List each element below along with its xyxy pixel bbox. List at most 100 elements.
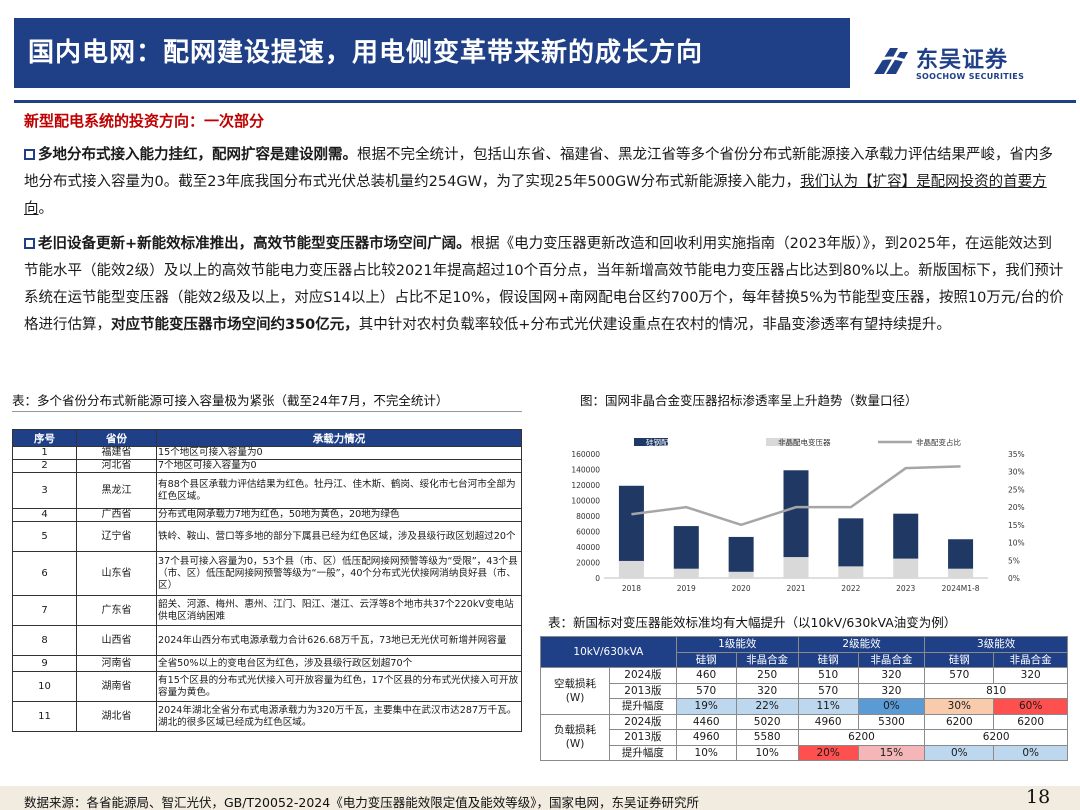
cell-value: 5580 (735, 729, 799, 746)
row-province: 广西省 (76, 508, 157, 522)
cell-value: 6200 (924, 729, 1068, 746)
efficiency-standard-table: 10kV/630kVA 1级能效 2级能效 3级能效 硅钢 非晶合金 硅钢 非晶… (539, 636, 1068, 761)
line-amorphous-share (631, 465, 961, 527)
x-tick-label: 2019 (677, 584, 696, 593)
table-row: 6 山东省 37个县可接入容量为0，53个县（市、区）低压配网接网预警等级为“受… (12, 551, 522, 596)
row-status: 15个地区可接入容量为0 (156, 446, 522, 460)
material-header: 硅钢 (675, 651, 737, 668)
table-row: 2 河北省 7个地区可接入容量为0 (12, 459, 522, 473)
x-tick-label: 2021 (786, 584, 805, 593)
soochow-logo-icon (871, 48, 909, 74)
level-2-header: 2级能效 (797, 636, 926, 653)
row-no: 2 (12, 459, 77, 473)
y-left-tick-label: 140000 (571, 466, 600, 475)
table-row: 2013版 4960 5580 6200 6200 (541, 729, 1068, 746)
row-label: 提升幅度 (609, 744, 677, 761)
col-header-status: 承载力情况 (156, 429, 522, 447)
row-status: 分布式电网承载力7地为红色，50地为黄色，20地为绿色 (156, 508, 522, 522)
square-bullet-icon (24, 238, 35, 249)
page-title: 国内电网：配网建设提速，用电侧变革带来新的成长方向 (28, 38, 704, 68)
material-header: 非晶合金 (857, 651, 926, 668)
bar-silicon-steel (838, 518, 864, 567)
y-right-tick-label: 5% (1008, 556, 1020, 565)
cell-value: 5300 (857, 713, 926, 730)
bar-silicon-steel (673, 526, 699, 569)
row-status: 全省50%以上的变电台区为红色，涉及县级行政区划超70个 (156, 655, 522, 672)
row-no: 4 (12, 508, 77, 522)
bar-amorphous (838, 566, 864, 578)
y-left-tick-label: 120000 (571, 481, 600, 490)
row-no: 7 (12, 595, 77, 626)
row-province: 福建省 (76, 446, 157, 460)
y-right-tick-label: 15% (1008, 521, 1025, 530)
bar-amorphous (893, 558, 919, 578)
row-no: 8 (12, 625, 77, 656)
cell-value: 10% (735, 744, 799, 761)
row-no: 10 (12, 671, 77, 702)
cell-value: 4960 (797, 713, 859, 730)
row-province: 广东省 (76, 595, 157, 626)
y-right-tick-label: 20% (1008, 503, 1025, 512)
cell-value: 810 (924, 682, 1068, 699)
table-row: 空载损耗 (W) 2024版 460 250 510 320 570 320 (539, 667, 1068, 715)
table-row: 10 湖南省 有15个区县的分布式光伏接入可开放容量为红色，17个区县的分布式光… (12, 671, 522, 702)
y-left-tick-label: 60000 (576, 528, 600, 537)
right-table-caption: 表：新国标对变压器能效标准均有大幅提升（以10kV/630kVA油变为例） (548, 615, 957, 630)
legend-label: 非晶配变占比 (916, 437, 961, 447)
bar-silicon-steel (728, 536, 754, 572)
y-left-tick-label: 160000 (571, 450, 600, 459)
bar-amorphous (948, 568, 974, 578)
x-tick-label: 2023 (896, 584, 915, 593)
bar-amorphous (783, 557, 809, 578)
header: 国内电网：配网建设提速，用电侧变革带来新的成长方向 东吴证券 SOOCHOW S… (0, 0, 1080, 108)
group-label-load: 负载损耗 (W) (539, 713, 611, 761)
y-right-tick-label: 25% (1008, 485, 1025, 494)
cell-value: 30% (924, 698, 995, 715)
y-right-tick-label: 30% (1008, 468, 1025, 477)
x-tick-label: 2022 (841, 584, 860, 593)
cell-value: 6200 (993, 713, 1068, 730)
bar-silicon-steel (948, 539, 974, 569)
row-no: 3 (12, 472, 77, 509)
cell-value: 320 (735, 682, 799, 699)
material-header: 硅钢 (797, 651, 859, 668)
bar-amorphous (673, 568, 699, 578)
para1-underline: 我们认为【扩容】是配网投资的首要方向 (24, 174, 1047, 217)
cell-value: 0% (857, 698, 926, 715)
row-province: 山东省 (76, 551, 157, 596)
row-status: 2024年山西分布式电源承载力合计626.68万千瓦，73地已无光伏可新增并网容… (156, 625, 522, 656)
bar-amorphous (618, 560, 644, 578)
row-no: 6 (12, 551, 77, 596)
table-row: 11 湖北省 2024年湖北全省分布式电源承载力为320万千瓦，主要集中在武汉市… (12, 701, 522, 732)
row-label: 2024版 (609, 713, 677, 730)
table-row: 2013版 570 320 570 320 810 (541, 682, 1068, 699)
y-right-tick-label: 10% (1008, 539, 1025, 548)
table-row: 5 辽宁省 铁岭、鞍山、营口等多地的部分下属县已经为红色区域，涉及县级行政区划超… (12, 521, 522, 552)
row-province: 湖南省 (76, 671, 157, 702)
cell-value: 20% (797, 744, 859, 761)
cell-value: 11% (797, 698, 859, 715)
cell-value: 6200 (797, 729, 926, 746)
row-label: 提升幅度 (609, 698, 677, 715)
logo-english-name: SOOCHOW SECURITIES (916, 72, 1025, 81)
bar-silicon-steel (618, 485, 644, 561)
cell-value: 60% (993, 698, 1068, 715)
row-status: 韶关、河源、梅州、惠州、江门、阳江、湛江、云浮等8个地市共37个220kV变电站… (156, 595, 522, 626)
paragraph-transformer: 老旧设备更新+新能效标准推出，高效节能型变压器市场空间广阔。根据《电力变压器更新… (24, 231, 1064, 339)
row-province: 湖北省 (76, 701, 157, 732)
x-tick-label: 2024M1-8 (942, 584, 980, 593)
y-left-tick-label: 80000 (576, 512, 600, 521)
cell-value: 570 (924, 667, 995, 684)
legend-label: 硅钢配电变压器 (646, 437, 699, 447)
province-capacity-table: 序号 省份 承载力情况 1 福建省 15个地区可接入容量为0 2 河北省 7个地… (12, 429, 522, 732)
cell-value: 320 (857, 682, 926, 699)
table-row: 1 福建省 15个地区可接入容量为0 (12, 446, 522, 460)
cell-value: 250 (735, 667, 799, 684)
cell-value: 570 (675, 682, 737, 699)
x-tick-label: 2020 (732, 584, 751, 593)
row-province: 河南省 (76, 655, 157, 672)
row-province: 黑龙江 (76, 472, 157, 509)
y-left-tick-label: 0 (595, 574, 600, 583)
square-bullet-icon (24, 149, 35, 160)
table-row: 7 广东省 韶关、河源、梅州、惠州、江门、阳江、湛江、云浮等8个地市共37个22… (12, 595, 522, 626)
